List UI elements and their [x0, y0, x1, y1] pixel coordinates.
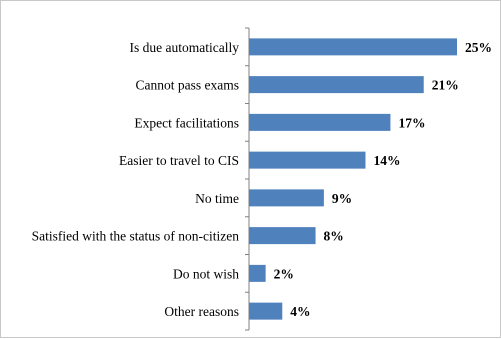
value-label: 4%	[290, 304, 310, 319]
category-label: Do not wish	[173, 266, 239, 281]
bar	[249, 264, 266, 282]
category-label: Is due automatically	[130, 40, 240, 55]
value-label: 14%	[373, 153, 400, 168]
category-labels: Is due automatically Cannot pass exams Exp…	[32, 40, 240, 319]
category-label: Expect facilitations	[134, 115, 239, 130]
value-label: 9%	[332, 191, 352, 206]
category-label: Other reasons	[164, 304, 239, 319]
bar	[249, 302, 283, 320]
bar	[249, 76, 424, 94]
bars	[249, 38, 457, 320]
category-label: Satisfied with the status of non-citizen	[32, 229, 240, 244]
value-label: 17%	[398, 115, 425, 130]
bar	[249, 189, 324, 207]
y-axis-ticks	[245, 27, 249, 331]
category-label: No time	[195, 191, 239, 206]
value-label: 8%	[324, 229, 344, 244]
value-label: 2%	[274, 266, 294, 281]
bar	[249, 151, 366, 169]
bar	[249, 227, 316, 245]
category-label: Cannot pass exams	[136, 78, 240, 93]
category-label: Easier to travel to CIS	[119, 153, 239, 168]
value-labels: 25% 21% 17% 14% 9% 8% 2% 4%	[274, 40, 492, 319]
value-label: 25%	[465, 40, 492, 55]
bar	[249, 113, 391, 131]
value-label: 21%	[432, 78, 459, 93]
bar	[249, 38, 457, 56]
